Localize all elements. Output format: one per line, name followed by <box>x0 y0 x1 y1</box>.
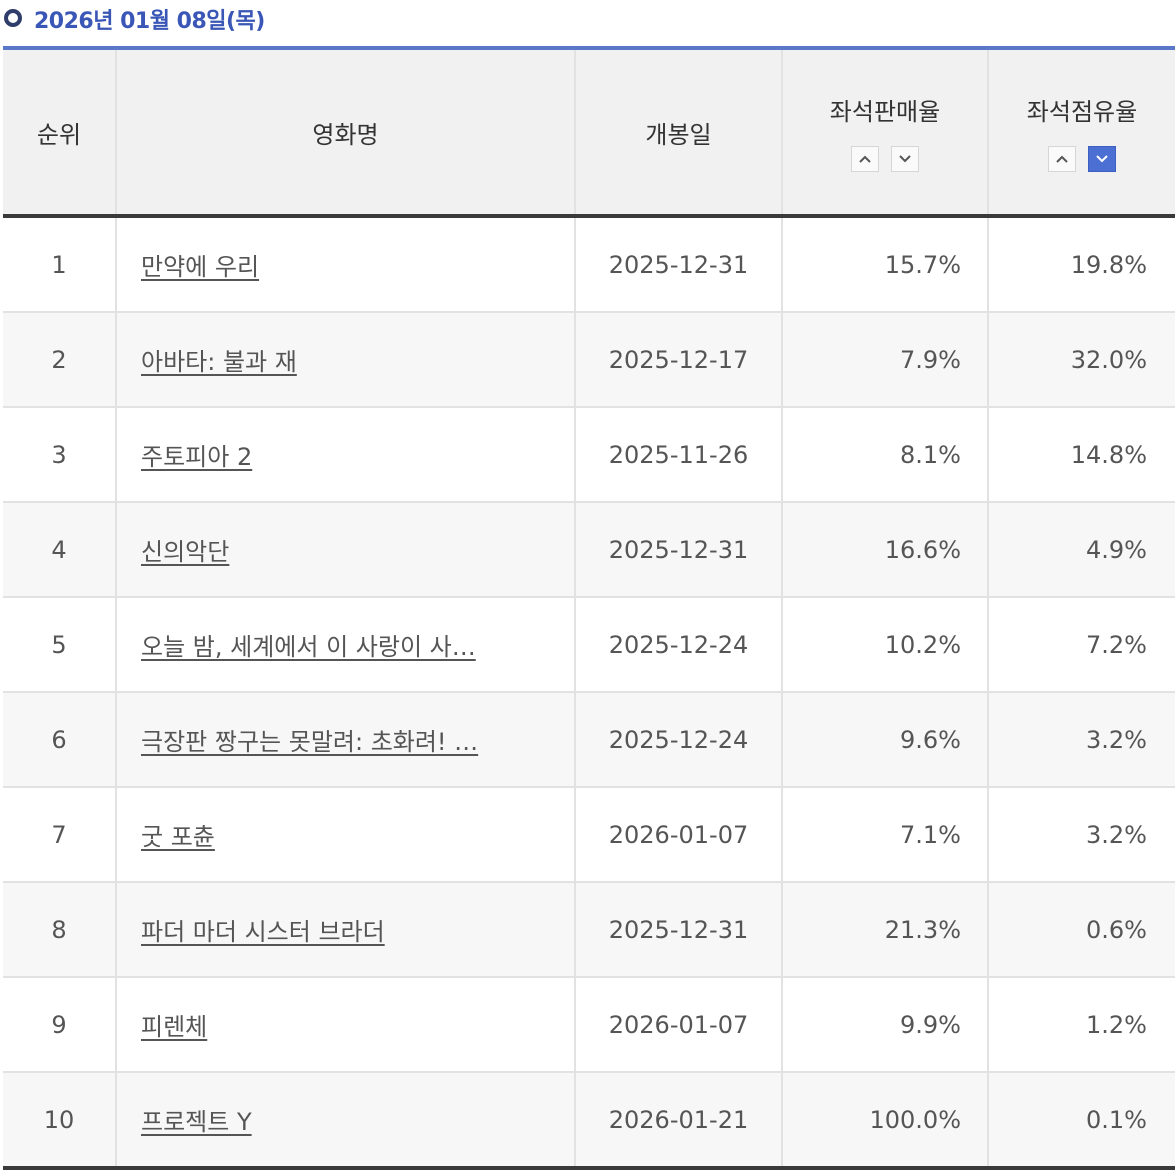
title-cell: 굿 포츈 <box>115 787 575 883</box>
movie-title-link[interactable]: 신의악단 <box>141 538 230 566</box>
seat-sales-cell: 21.3% <box>781 882 988 978</box>
seat-share-cell: 3.2% <box>987 692 1175 788</box>
seat-share-cell: 1.2% <box>987 977 1175 1073</box>
seat-share-cell: 4.9% <box>987 502 1175 598</box>
release-date-cell: 2025-12-31 <box>574 882 782 978</box>
table-row: 7 굿 포츈 2026-01-07 7.1% 3.2% <box>3 787 1175 883</box>
release-date-cell: 2026-01-21 <box>574 1072 782 1170</box>
title-cell: 파더 마더 시스터 브라더 <box>115 882 575 978</box>
seat-share-cell: 14.8% <box>987 407 1175 503</box>
movie-title-link[interactable]: 피렌체 <box>141 1013 208 1041</box>
seat-sales-cell: 8.1% <box>781 407 988 503</box>
table-row: 10 프로젝트 Y 2026-01-21 100.0% 0.1% <box>3 1072 1175 1170</box>
movie-title-link[interactable]: 만약에 우리 <box>141 253 260 281</box>
movie-title-link[interactable]: 프로젝트 Y <box>141 1108 252 1136</box>
movie-title-link[interactable]: 오늘 밤, 세계에서 이 사랑이 사… <box>141 633 476 661</box>
seat-share-sort-ascending-button[interactable] <box>1048 146 1076 172</box>
column-header-rank: 순위 <box>3 50 116 218</box>
table-row: 6 극장판 짱구는 못말려: 초화려! … 2025-12-24 9.6% 3.… <box>3 692 1175 788</box>
title-cell: 신의악단 <box>115 502 575 598</box>
rank-cell: 2 <box>3 312 116 408</box>
header-divider <box>3 46 1175 50</box>
column-header-seat-share: 좌석점유율 <box>987 50 1175 218</box>
seat-share-cell: 0.1% <box>987 1072 1175 1170</box>
seat-share-cell: 3.2% <box>987 787 1175 883</box>
rank-cell: 1 <box>3 216 116 313</box>
box-office-table: 순위 영화명 개봉일 좌석판매율 좌석점유율 <box>3 50 1175 1170</box>
seat-share-cell: 7.2% <box>987 597 1175 693</box>
table-row: 9 피렌체 2026-01-07 9.9% 1.2% <box>3 977 1175 1073</box>
rank-cell: 3 <box>3 407 116 503</box>
title-cell: 만약에 우리 <box>115 216 575 313</box>
movie-title-link[interactable]: 극장판 짱구는 못말려: 초화려! … <box>141 728 479 756</box>
seat-share-cell: 32.0% <box>987 312 1175 408</box>
seat-share-sort-descending-button[interactable] <box>1088 146 1116 172</box>
rank-cell: 5 <box>3 597 116 693</box>
chevron-up-icon <box>1056 155 1068 163</box>
chevron-down-icon <box>1096 155 1108 163</box>
date-label: 2026년 01월 08일(목) <box>34 9 265 34</box>
circle-bullet-icon <box>4 9 22 27</box>
table-row: 8 파더 마더 시스터 브라더 2025-12-31 21.3% 0.6% <box>3 882 1175 978</box>
seat-sales-cell: 7.9% <box>781 312 988 408</box>
chevron-up-icon <box>859 155 871 163</box>
seat-sales-cell: 16.6% <box>781 502 988 598</box>
date-header: 2026년 01월 08일(목) <box>0 0 1175 46</box>
rank-cell: 9 <box>3 977 116 1073</box>
release-date-cell: 2026-01-07 <box>574 977 782 1073</box>
title-cell: 프로젝트 Y <box>115 1072 575 1170</box>
table-row: 5 오늘 밤, 세계에서 이 사랑이 사… 2025-12-24 10.2% 7… <box>3 597 1175 693</box>
seat-sales-cell: 7.1% <box>781 787 988 883</box>
rank-cell: 10 <box>3 1072 116 1170</box>
table-row: 2 아바타: 불과 재 2025-12-17 7.9% 32.0% <box>3 312 1175 408</box>
movie-title-link[interactable]: 파더 마더 시스터 브라더 <box>141 918 385 946</box>
rank-cell: 8 <box>3 882 116 978</box>
column-header-seat-sales: 좌석판매율 <box>781 50 988 218</box>
title-cell: 피렌체 <box>115 977 575 1073</box>
movie-title-link[interactable]: 굿 포츈 <box>141 823 215 851</box>
release-date-cell: 2025-12-24 <box>574 597 782 693</box>
column-header-title: 영화명 <box>115 50 575 218</box>
column-header-release: 개봉일 <box>574 50 782 218</box>
seat-share-cell: 19.8% <box>987 216 1175 313</box>
rank-cell: 7 <box>3 787 116 883</box>
rank-cell: 6 <box>3 692 116 788</box>
seat-sales-cell: 15.7% <box>781 216 988 313</box>
title-cell: 오늘 밤, 세계에서 이 사랑이 사… <box>115 597 575 693</box>
seat-sales-cell: 9.6% <box>781 692 988 788</box>
seat-sales-cell: 9.9% <box>781 977 988 1073</box>
chevron-down-icon <box>899 155 911 163</box>
seat-sales-cell: 10.2% <box>781 597 988 693</box>
table-row: 4 신의악단 2025-12-31 16.6% 4.9% <box>3 502 1175 598</box>
release-date-cell: 2025-12-17 <box>574 312 782 408</box>
release-date-cell: 2025-11-26 <box>574 407 782 503</box>
rank-cell: 4 <box>3 502 116 598</box>
table-row: 1 만약에 우리 2025-12-31 15.7% 19.8% <box>3 216 1175 313</box>
table-row: 3 주토피아 2 2025-11-26 8.1% 14.8% <box>3 407 1175 503</box>
seat-sales-sort-descending-button[interactable] <box>891 146 919 172</box>
movie-title-link[interactable]: 주토피아 2 <box>141 443 253 471</box>
seat-share-label: 좌석점유율 <box>1026 98 1138 126</box>
release-date-cell: 2026-01-07 <box>574 787 782 883</box>
title-cell: 아바타: 불과 재 <box>115 312 575 408</box>
seat-sales-label: 좌석판매율 <box>829 98 941 126</box>
movie-title-link[interactable]: 아바타: 불과 재 <box>141 348 297 376</box>
table-header-row: 순위 영화명 개봉일 좌석판매율 좌석점유율 <box>3 50 1175 218</box>
release-date-cell: 2025-12-31 <box>574 502 782 598</box>
title-cell: 극장판 짱구는 못말려: 초화려! … <box>115 692 575 788</box>
title-cell: 주토피아 2 <box>115 407 575 503</box>
seat-sales-sort-ascending-button[interactable] <box>851 146 879 172</box>
seat-sales-cell: 100.0% <box>781 1072 988 1170</box>
seat-share-cell: 0.6% <box>987 882 1175 978</box>
release-date-cell: 2025-12-24 <box>574 692 782 788</box>
release-date-cell: 2025-12-31 <box>574 216 782 313</box>
